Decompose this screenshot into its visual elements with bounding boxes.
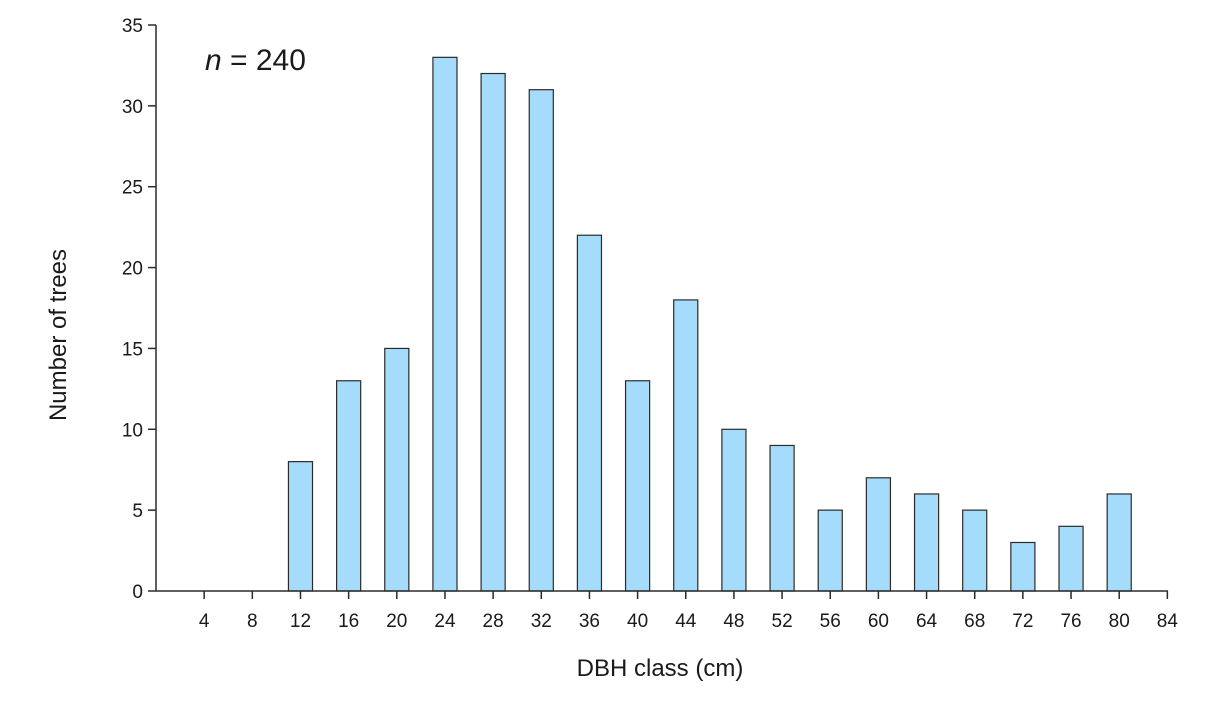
y-tick-label: 0 <box>132 582 143 603</box>
bar-52 <box>769 444 795 592</box>
bar-16 <box>336 380 362 592</box>
x-axis-title: DBH class (cm) <box>577 655 744 682</box>
bar-20 <box>384 347 410 592</box>
y-tick-label: 30 <box>122 97 143 118</box>
x-tick-label: 80 <box>1109 611 1130 632</box>
sample-size-annotation: n = 240 <box>205 44 306 77</box>
x-tick-label: 52 <box>772 611 793 632</box>
bar-56 <box>817 509 843 592</box>
bar-40 <box>624 380 651 592</box>
y-axis-ticks: 0 5 10 15 20 25 30 35 <box>122 16 156 603</box>
x-axis-ticks: 4 8 12 16 20 24 28 32 36 40 44 48 52 56 60 64 68 72 76 80 84 <box>199 591 1178 632</box>
x-tick-label: 40 <box>627 611 648 632</box>
bar-48 <box>721 428 747 592</box>
x-tick-label: 72 <box>1012 611 1033 632</box>
bar-76 <box>1058 525 1084 592</box>
sample-size-value: = 240 <box>222 44 306 77</box>
x-tick-label: 60 <box>868 611 889 632</box>
x-tick-label: 12 <box>290 611 311 632</box>
x-tick-label: 48 <box>723 611 744 632</box>
x-tick-label: 56 <box>820 611 841 632</box>
x-tick-label: 4 <box>199 611 210 632</box>
bar-68 <box>962 509 988 592</box>
y-axis-title: Number of trees <box>45 249 72 421</box>
bar-80 <box>1106 493 1132 592</box>
y-tick-label: 10 <box>122 420 143 441</box>
x-tick-label: 64 <box>916 611 938 632</box>
bar-32 <box>528 89 554 592</box>
sample-size-variable: n <box>205 44 222 77</box>
x-tick-label: 68 <box>964 611 985 632</box>
x-tick-label: 84 <box>1157 611 1179 632</box>
bar-44 <box>673 299 699 592</box>
bar-12 <box>287 461 314 592</box>
x-tick-label: 76 <box>1060 611 1081 632</box>
y-tick-label: 25 <box>122 178 143 199</box>
y-tick-label: 35 <box>122 16 143 37</box>
bar-24 <box>432 56 458 592</box>
x-tick-label: 24 <box>434 611 456 632</box>
bar-60 <box>865 477 892 592</box>
x-tick-label: 28 <box>483 611 504 632</box>
y-tick-label: 5 <box>132 501 143 522</box>
y-tick-label: 15 <box>122 339 143 360</box>
x-tick-label: 16 <box>338 611 359 632</box>
x-tick-label: 36 <box>579 611 600 632</box>
bar-72 <box>1010 541 1036 592</box>
x-tick-label: 44 <box>675 611 697 632</box>
bar-64 <box>913 493 940 592</box>
y-tick-label: 20 <box>122 259 143 280</box>
x-tick-label: 32 <box>531 611 552 632</box>
x-tick-label: 20 <box>386 611 407 632</box>
bars-group <box>287 56 1132 592</box>
bar-36 <box>576 234 603 592</box>
x-tick-label: 8 <box>247 611 258 632</box>
bar-28 <box>480 72 506 592</box>
